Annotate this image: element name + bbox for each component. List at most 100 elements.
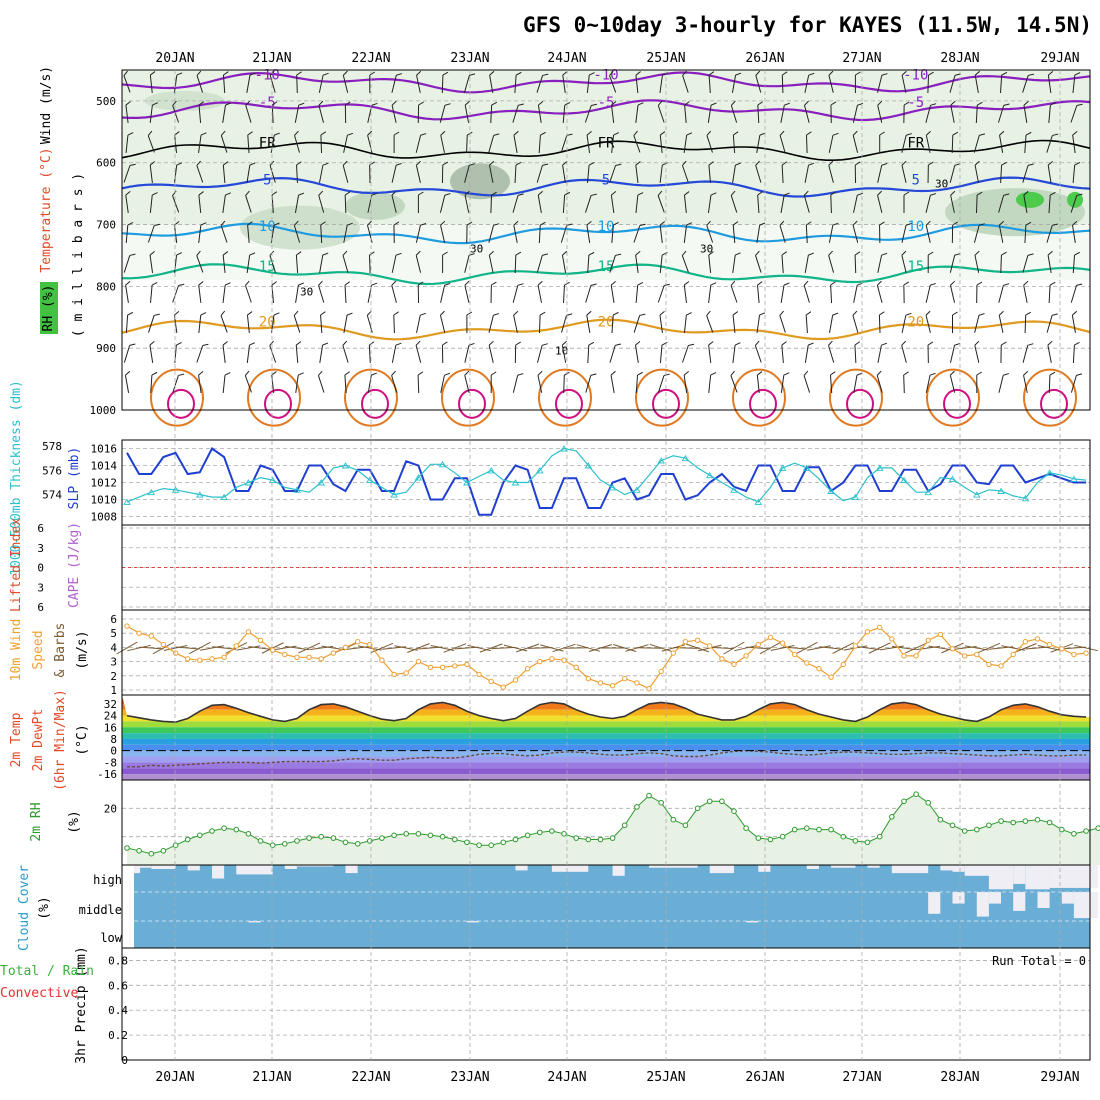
wind-barb <box>1047 250 1053 273</box>
barb-shaft <box>1070 285 1078 303</box>
thickness-marker <box>463 479 471 486</box>
barb-shaft <box>562 165 566 183</box>
barb-flag <box>249 252 256 256</box>
wind-barb <box>196 343 209 363</box>
barb-shaft <box>1000 254 1002 274</box>
barb-flag <box>586 220 592 226</box>
barb-shaft <box>949 285 956 303</box>
barb-shaft <box>488 135 495 153</box>
barb-flag <box>609 70 614 76</box>
wind-speed-point <box>767 634 774 641</box>
rh-point <box>439 833 446 840</box>
barb-flag <box>783 192 790 196</box>
wind-barb <box>1022 253 1034 273</box>
surface-wind-barb <box>746 646 771 650</box>
barb-shaft <box>174 165 178 183</box>
barb-shaft <box>609 75 617 93</box>
barb-flag <box>639 313 646 316</box>
thickness-marker <box>973 491 981 498</box>
barb-flag <box>856 372 863 376</box>
barb-flag <box>466 311 473 316</box>
barb-flag <box>881 73 888 76</box>
wind-barb <box>805 221 812 244</box>
date-label-bottom: 21JAN <box>252 1070 291 1085</box>
date-label-bottom: 29JAN <box>1040 1070 1079 1085</box>
barb-shaft <box>877 165 883 183</box>
wind-speed-point <box>731 661 737 668</box>
barb-shaft <box>196 345 204 363</box>
temperature-tick: 8 <box>110 733 117 746</box>
rh-axis-label: RH (%) <box>41 285 56 332</box>
barb-shaft <box>611 134 615 154</box>
wind-barb <box>391 162 402 183</box>
barb-flag <box>393 131 400 136</box>
wind-barb <box>222 192 231 213</box>
wind-barb <box>417 371 424 394</box>
barb-flag <box>735 252 741 256</box>
thickness-marker <box>778 464 787 471</box>
wind-barb <box>925 310 931 333</box>
lifted-index-tick: 6 <box>37 522 44 535</box>
wind-barb <box>707 102 717 123</box>
barb-shaft <box>681 165 689 183</box>
barb-flag <box>828 70 834 76</box>
barb-flag <box>950 190 956 196</box>
barb-flag <box>220 130 226 136</box>
barb-flag <box>1001 71 1008 76</box>
barb-shaft <box>294 195 300 213</box>
barb-flag <box>782 71 788 76</box>
barb-shaft <box>973 135 980 153</box>
cloud-gap <box>928 892 941 914</box>
barb-shaft <box>247 224 250 244</box>
date-label-top: 24JAN <box>547 51 586 66</box>
cloud-gap <box>976 892 989 917</box>
rh-point <box>706 798 713 805</box>
wind-barb <box>318 72 329 93</box>
barb-shaft <box>949 255 956 273</box>
wind-barb <box>123 70 131 93</box>
wind-speed-point <box>974 651 980 658</box>
cape-axis-label: CAPE (J/kg) <box>67 522 82 608</box>
barb-shaft <box>269 345 277 363</box>
wind-barb <box>296 71 302 94</box>
surface-wind-barb <box>1074 644 1098 652</box>
barb-shaft <box>1023 195 1028 213</box>
cloud-axis-label-1: Cloud Cover <box>17 865 32 951</box>
barb-shaft <box>366 315 373 333</box>
barb-flag <box>320 311 326 316</box>
thickness-marker <box>754 498 763 505</box>
barb-shaft <box>1072 164 1076 184</box>
barb-shaft <box>1048 104 1051 124</box>
barb-flag <box>491 281 497 286</box>
barb-flag <box>125 280 131 286</box>
wind-speed-point <box>694 637 701 643</box>
surface-wind-barb <box>491 646 516 650</box>
wind-speed-point <box>937 631 944 638</box>
barb-shaft <box>754 345 762 363</box>
rh-point <box>961 828 968 834</box>
wind-barb <box>512 373 524 393</box>
wind-barb <box>973 133 986 153</box>
barb-shaft <box>222 374 226 394</box>
barb-flag <box>202 343 209 346</box>
precip-tick: 0.4 <box>108 1004 128 1017</box>
barb-flag <box>635 161 641 166</box>
wind-barb <box>464 100 470 123</box>
wind-barb <box>464 190 470 213</box>
wind-barb <box>952 311 958 333</box>
barb-shaft <box>415 135 422 153</box>
wind-axis-label-4: (m/s) <box>75 630 90 669</box>
barb-flag <box>395 162 402 166</box>
barb-shaft <box>344 284 347 304</box>
barb-flag <box>637 371 643 376</box>
wind-barb <box>635 102 644 123</box>
barb-flag <box>683 371 689 376</box>
barb-flag <box>781 341 787 346</box>
date-label-top: 20JAN <box>155 51 194 66</box>
wind-barb <box>466 311 473 333</box>
barb-shaft <box>584 105 592 123</box>
wind-barb <box>683 371 689 393</box>
barb-flag <box>293 310 299 316</box>
wind-barb <box>927 341 934 364</box>
